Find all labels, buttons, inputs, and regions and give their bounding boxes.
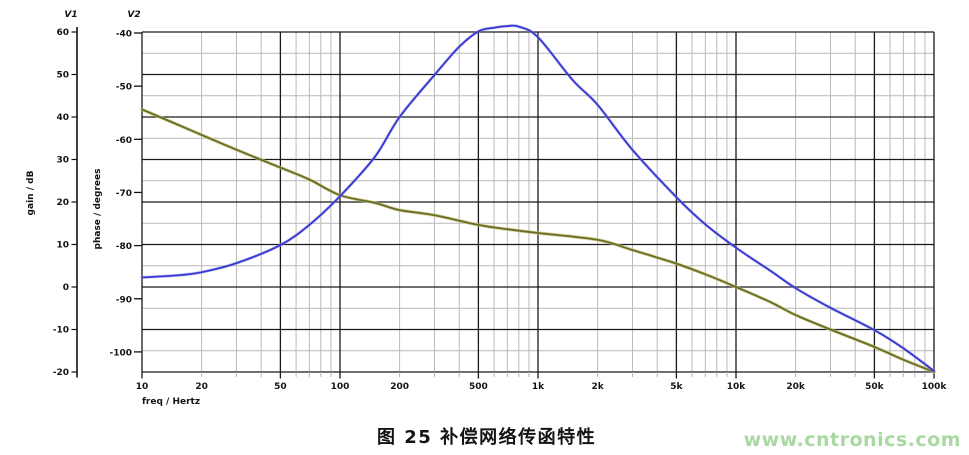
y1-axis-name: V1 bbox=[64, 10, 77, 20]
y2-tick-label: -100 bbox=[109, 348, 132, 358]
y2-axis-name: V2 bbox=[127, 10, 140, 20]
x-tick-label: 2k bbox=[591, 382, 604, 392]
tick-labels: 10 20 50 100 200 500 1k 2k 5k 10k 20k 50k 100k605040… bbox=[53, 28, 948, 392]
y1-tick-label: -10 bbox=[53, 326, 69, 336]
y2-tick-label: -40 bbox=[116, 30, 132, 40]
phase-curve-line bbox=[141, 24, 935, 372]
figure-caption: 图 25 补偿网络传函特性 bbox=[377, 427, 597, 448]
y1-axis-title: gain / dB bbox=[26, 170, 36, 215]
x-tick-label: 1k bbox=[532, 382, 545, 392]
axis-tick-marks bbox=[71, 27, 935, 379]
x-tick-label: 10 bbox=[136, 382, 149, 392]
x-tick-label: 500 bbox=[469, 382, 488, 392]
y1-tick-label: 40 bbox=[56, 113, 69, 123]
y2-tick-label: -60 bbox=[116, 136, 132, 146]
x-tick-label: 100k bbox=[922, 382, 948, 392]
y1-tick-label: 50 bbox=[56, 71, 69, 81]
y1-tick-label: -20 bbox=[53, 368, 69, 378]
y1-tick-label: 60 bbox=[56, 28, 69, 38]
y2-tick-label: -90 bbox=[116, 295, 132, 305]
gain-curve-line bbox=[141, 108, 935, 373]
y1-tick-label: 0 bbox=[63, 283, 69, 293]
x-tick-label: 20 bbox=[195, 382, 208, 392]
bode-plot: 10 20 50 100 200 500 1k 2k 5k 10k 20k 50k 100k605040… bbox=[26, 10, 948, 407]
grid-major-lines bbox=[141, 31, 935, 373]
x-tick-label: 50k bbox=[865, 382, 885, 392]
x-tick-label: 10k bbox=[727, 382, 747, 392]
y2-axis-title: phase / degrees bbox=[93, 169, 103, 250]
y1-tick-label: 10 bbox=[56, 241, 69, 251]
x-axis-title: freq / Hertz bbox=[142, 397, 200, 407]
y2-tick-label: -50 bbox=[116, 83, 132, 93]
y2-tick-label: -80 bbox=[116, 242, 132, 252]
y1-tick-label: 20 bbox=[56, 198, 69, 208]
phase-curve bbox=[140, 23, 936, 373]
x-tick-label: 50 bbox=[274, 382, 287, 392]
x-tick-label: 200 bbox=[390, 382, 409, 392]
x-tick-label: 100 bbox=[331, 382, 350, 392]
x-tick-label: 5k bbox=[670, 382, 683, 392]
y2-tick-label: -70 bbox=[116, 189, 132, 199]
gain-curve bbox=[140, 107, 936, 374]
site-watermark: www.cntronics.com bbox=[743, 429, 961, 451]
y1-tick-label: 30 bbox=[56, 156, 69, 166]
x-tick-label: 20k bbox=[786, 382, 806, 392]
